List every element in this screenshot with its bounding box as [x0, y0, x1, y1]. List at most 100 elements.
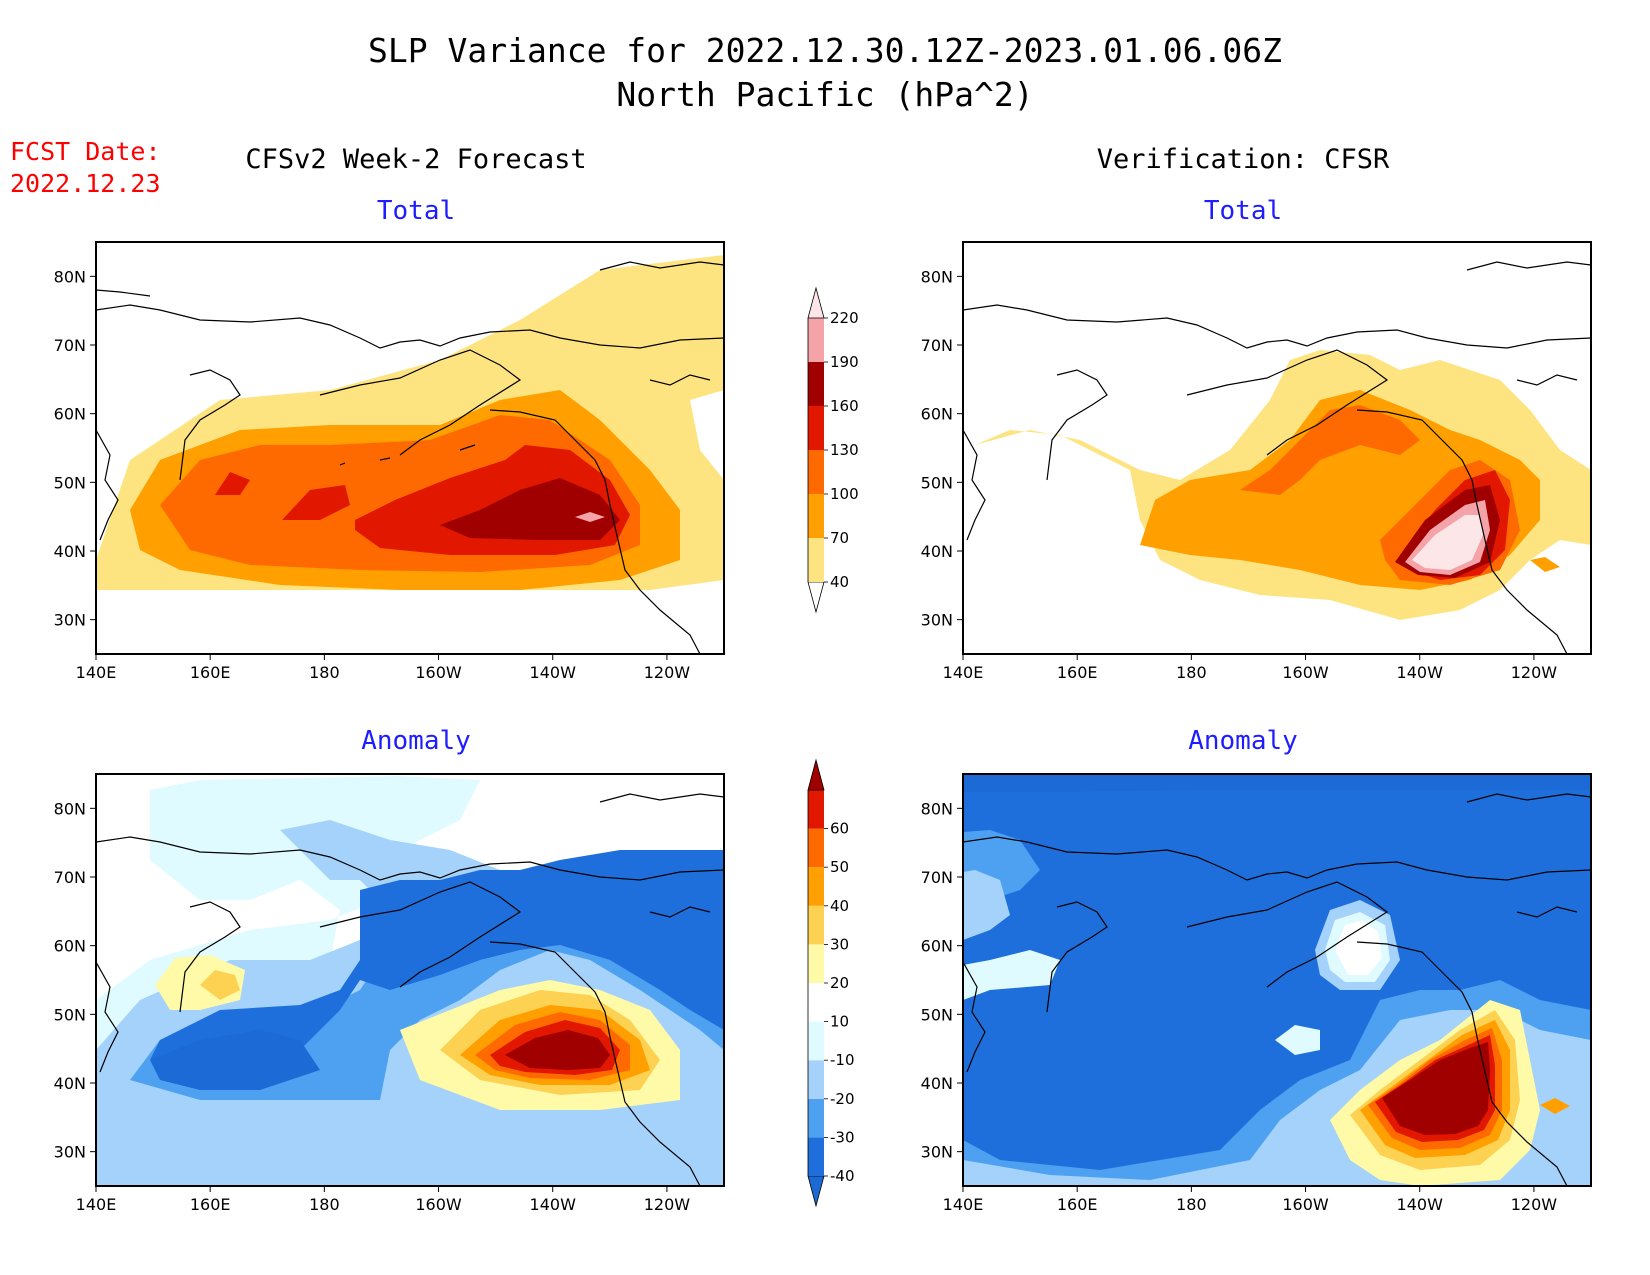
colorbar-anomaly-label: 10 [830, 1013, 849, 1031]
y-tick-label: 60N [54, 405, 86, 424]
main-subtitle: North Pacific (hPa^2) [616, 75, 1033, 114]
x-tick-label: 160E [1057, 663, 1098, 682]
x-tick-label: 160E [190, 1195, 231, 1214]
y-tick-label: 50N [54, 1005, 86, 1024]
colorbar-anomaly-label: 30 [830, 935, 849, 953]
y-tick-label: 80N [921, 267, 953, 286]
colorbar-anomaly-swatch [808, 983, 824, 1022]
x-tick-label: 180 [309, 1195, 340, 1214]
colorbar-anomaly-label: 60 [830, 820, 849, 838]
map-frame [962, 241, 1592, 655]
forecast-column-title: CFSv2 Week-2 Forecast [245, 144, 586, 175]
colorbar-anomaly-label: -10 [830, 1051, 855, 1069]
colorbar-anomaly-swatch [808, 790, 824, 829]
coastlines [96, 793, 724, 1186]
y-tick-label: 50N [54, 473, 86, 492]
colorbar-total-swatch [808, 494, 824, 538]
colorbar-total-label: 190 [830, 353, 859, 371]
colorbar-anomaly-swatch [808, 1098, 824, 1138]
coastlines [96, 261, 724, 654]
x-tick-label: 120W [644, 663, 691, 682]
y-tick-label: 80N [54, 799, 86, 818]
axes: 140E 160E 180 160W 140W 120W 80N 70N 60N 50N 40N 30… [54, 267, 1558, 1214]
colorbar-anomaly-swatch [808, 1021, 824, 1061]
colorbar-total-label: 130 [830, 441, 859, 459]
colorbar-anomaly-min-arrow [807, 1175, 825, 1208]
colorbar-anomaly-swatch [808, 1060, 824, 1099]
y-tick-label: 30N [54, 611, 86, 630]
colorbar-anomaly-swatch [808, 905, 824, 945]
colorbar-total-label: 70 [830, 529, 849, 547]
colorbar-anomaly-swatch [808, 828, 824, 868]
panel-forecast-total [95, 241, 725, 655]
y-tick-label: 50N [921, 1005, 953, 1024]
y-tick-label: 40N [921, 1074, 953, 1093]
colorbar-total-swatch [808, 406, 824, 450]
y-tick-label: 60N [54, 937, 86, 956]
x-tick-label: 180 [309, 663, 340, 682]
x-tick-label: 120W [644, 1195, 691, 1214]
colorbar-total: 40 70 100 130 160 190 220 [807, 286, 859, 614]
colorbar-anomaly-label: -20 [830, 1090, 855, 1108]
colorbar-anomaly: -40 -30 -20 -10 10 20 30 40 50 60 [807, 758, 855, 1208]
x-tick-label: 140W [1397, 1195, 1444, 1214]
x-tick-label: 180 [1176, 1195, 1207, 1214]
colorbar-total-label: 160 [830, 397, 859, 415]
colorbar-anomaly-swatch [808, 1137, 824, 1176]
coastlines [963, 793, 1591, 1186]
x-tick-label: 140E [943, 663, 984, 682]
x-tick-label: 160W [415, 663, 462, 682]
x-tick-label: 140W [1397, 663, 1444, 682]
map-frame [95, 773, 725, 1187]
contour-fill [96, 255, 724, 590]
colorbar-total-swatch [808, 450, 824, 494]
contour-fill [963, 774, 1591, 1186]
panel-tl-subtitle: Total [377, 196, 455, 226]
coastlines [963, 261, 1591, 654]
y-tick-label: 40N [54, 1074, 86, 1093]
colorbar-total-max-arrow [807, 286, 825, 319]
x-tick-label: 140E [76, 1195, 117, 1214]
panel-verification-anomaly [962, 773, 1592, 1187]
y-tick-label: 50N [921, 473, 953, 492]
colorbar-total-label: 40 [830, 573, 849, 591]
panel-forecast-anomaly [95, 773, 725, 1187]
y-tick-label: 80N [54, 267, 86, 286]
x-tick-label: 140W [530, 1195, 577, 1214]
x-tick-label: 160E [1057, 1195, 1098, 1214]
panel-br-subtitle: Anomaly [1188, 726, 1298, 756]
panel-tr-subtitle: Total [1204, 196, 1282, 226]
y-tick-label: 60N [921, 937, 953, 956]
y-tick-label: 40N [921, 542, 953, 561]
y-tick-label: 30N [921, 1143, 953, 1162]
y-tick-label: 70N [921, 336, 953, 355]
colorbar-total-swatch [808, 362, 824, 406]
y-tick-label: 60N [921, 405, 953, 424]
contour-fill [975, 350, 1591, 620]
colorbar-anomaly-label: 40 [830, 897, 849, 915]
colorbar-anomaly-label: 20 [830, 974, 849, 992]
colorbar-anomaly-label: 50 [830, 858, 849, 876]
x-tick-label: 120W [1511, 1195, 1558, 1214]
x-tick-label: 160E [190, 663, 231, 682]
colorbar-total-swatch [808, 318, 824, 362]
y-tick-label: 40N [54, 542, 86, 561]
panel-bl-subtitle: Anomaly [361, 726, 471, 756]
y-tick-label: 30N [54, 1143, 86, 1162]
colorbar-anomaly-swatch [808, 867, 824, 906]
map-frame [95, 241, 725, 655]
map-frame [962, 773, 1592, 1187]
colorbar-anomaly-swatch [808, 944, 824, 983]
x-tick-label: 120W [1511, 663, 1558, 682]
fcst-date-value: 2022.12.23 [10, 169, 161, 198]
colorbar-total-swatch [808, 538, 824, 582]
x-tick-label: 140E [76, 663, 117, 682]
panel-verification-total [962, 241, 1592, 655]
colorbar-anomaly-label: -30 [830, 1128, 855, 1146]
y-tick-label: 70N [54, 868, 86, 887]
y-tick-label: 70N [921, 868, 953, 887]
fcst-date-label: FCST Date: [10, 137, 161, 166]
contour-fill [96, 776, 724, 1186]
colorbar-anomaly-label: -40 [830, 1167, 855, 1185]
